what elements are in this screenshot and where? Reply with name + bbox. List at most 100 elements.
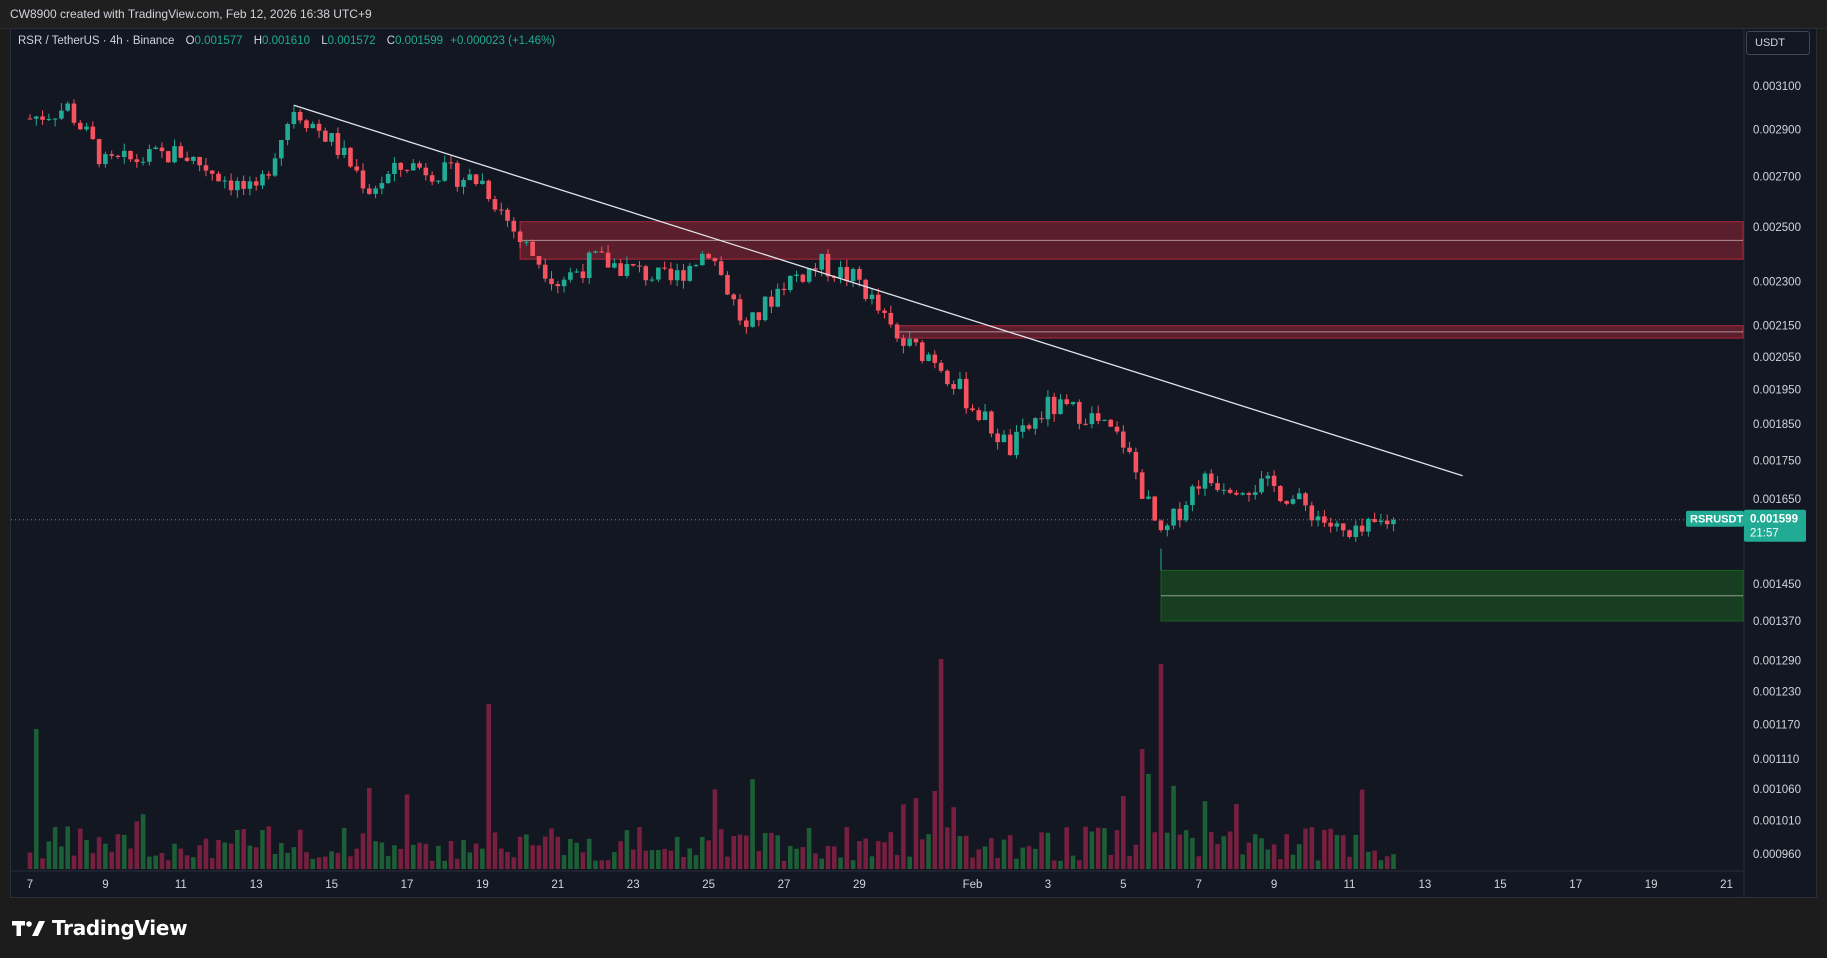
candle-body xyxy=(1077,402,1082,424)
candle-body xyxy=(492,199,498,210)
volume-bar xyxy=(40,858,45,869)
time-tick-label: 21 xyxy=(551,879,564,891)
time-tick-label: 13 xyxy=(1419,879,1432,891)
candle-body xyxy=(1102,419,1107,421)
candle-body xyxy=(926,354,931,361)
candle-body xyxy=(385,173,391,184)
volume-bar xyxy=(612,852,617,869)
candle-body xyxy=(172,146,177,163)
candle-body xyxy=(354,166,360,171)
volume-bar xyxy=(379,842,385,869)
volume-bar xyxy=(555,836,561,869)
candle-body xyxy=(285,124,290,141)
volume-bar xyxy=(831,846,837,869)
candle-body xyxy=(404,169,410,171)
price-tick-label: 0.001230 xyxy=(1753,687,1801,699)
candle-body xyxy=(228,180,234,191)
time-tick-label: 27 xyxy=(778,879,791,891)
candle-body xyxy=(392,162,397,174)
candle-body xyxy=(1259,478,1264,493)
volume-bar xyxy=(429,860,435,869)
price-tick-label: 0.001850 xyxy=(1753,419,1801,431)
volume-bar xyxy=(882,842,887,869)
volume-bar xyxy=(1309,827,1315,869)
candle-body xyxy=(147,149,152,162)
volume-bar xyxy=(970,857,975,869)
volume-bar xyxy=(222,842,228,869)
chart-canvas[interactable]: 0.003100 0.002900 0.002700 0.002500 0.002300… xyxy=(0,0,1827,900)
volume-bar xyxy=(121,834,127,869)
volume-bar xyxy=(404,794,410,869)
high-value: 0.001610 xyxy=(262,35,310,47)
tradingview-logo[interactable]: TradingView xyxy=(12,915,188,941)
volume-bar xyxy=(932,791,938,869)
volume-bar xyxy=(1177,834,1183,869)
high-label: H xyxy=(253,35,263,47)
volume-bar xyxy=(825,845,831,869)
volume-bar xyxy=(976,849,982,869)
volume-bar xyxy=(1359,789,1365,869)
candle-body xyxy=(235,180,240,191)
volume-bar xyxy=(134,821,140,869)
volume-bar xyxy=(775,835,781,869)
candle-body xyxy=(561,279,567,287)
candle-body xyxy=(643,266,649,281)
time-tick-label: 11 xyxy=(175,879,187,891)
volume-bar xyxy=(1328,828,1333,869)
chart-pane[interactable] xyxy=(10,28,1817,898)
candle-body xyxy=(442,162,447,181)
volume-bar xyxy=(197,845,202,869)
tradingview-logo-icon xyxy=(12,921,45,936)
volume-bar xyxy=(505,852,510,869)
candle-body xyxy=(33,116,39,119)
volume-bar xyxy=(1290,854,1296,869)
candle-body xyxy=(687,266,693,281)
candle-body xyxy=(1353,525,1359,537)
candle-body xyxy=(71,103,77,123)
candle-body xyxy=(586,252,592,279)
volume-bar xyxy=(1215,844,1220,869)
volume-bar xyxy=(731,836,737,869)
price-tick-label: 0.003100 xyxy=(1753,81,1801,93)
candle-body xyxy=(1121,431,1126,448)
open-label: O xyxy=(185,35,195,47)
volume-bar xyxy=(454,858,460,869)
volume-bar xyxy=(184,855,190,869)
candle-body xyxy=(1026,425,1032,429)
volume-bar xyxy=(1322,829,1327,869)
candle-body xyxy=(373,188,378,194)
price-tick-label: 0.000960 xyxy=(1753,849,1801,861)
volume-bar xyxy=(285,852,290,869)
volume-bar xyxy=(410,844,416,869)
volume-bar xyxy=(1347,856,1352,869)
open-value: 0.001577 xyxy=(194,35,243,47)
volume-bar xyxy=(1296,844,1302,869)
candle-body xyxy=(825,253,831,277)
volume-bar xyxy=(178,848,184,869)
price-tick-label: 0.001010 xyxy=(1753,816,1801,828)
symbol-label[interactable]: RSR / TetherUS · 4h · Binance xyxy=(18,35,175,47)
volume-bar xyxy=(624,830,630,869)
candle-body xyxy=(266,174,272,176)
candle-body xyxy=(486,180,491,200)
candle-body xyxy=(769,296,774,307)
candle-body xyxy=(115,155,121,157)
candle-body xyxy=(429,175,435,182)
currency-unit-button[interactable]: USDT xyxy=(1746,31,1810,55)
candle-body xyxy=(1007,434,1013,456)
candle-body xyxy=(184,157,190,161)
time-tick-label: 13 xyxy=(250,879,263,891)
volume-bar xyxy=(46,841,52,869)
candle-body xyxy=(128,150,133,160)
volume-bar xyxy=(586,838,592,869)
candle-body xyxy=(191,156,196,161)
candle-body xyxy=(1391,519,1396,525)
volume-bar xyxy=(247,845,253,869)
change-value: +0.000023 (+1.46%) xyxy=(450,35,556,47)
candle-body xyxy=(963,378,969,409)
candle-body xyxy=(850,268,856,282)
candle-body xyxy=(555,284,561,287)
volume-bar xyxy=(580,852,586,869)
time-tick-label: 29 xyxy=(853,879,866,891)
candle-body xyxy=(737,299,743,321)
